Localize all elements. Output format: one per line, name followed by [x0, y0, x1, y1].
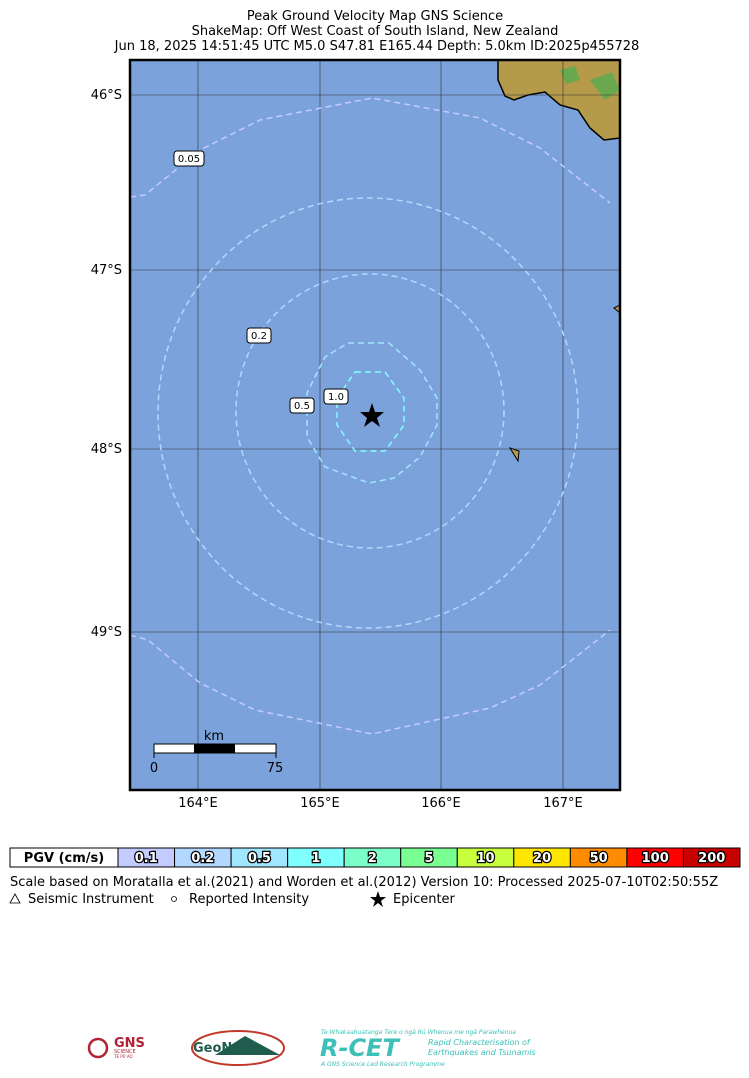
island	[613, 304, 620, 314]
colorbar-label: 100	[642, 851, 669, 866]
scale-end: 75	[267, 761, 284, 776]
scale-unit: km	[204, 729, 224, 744]
lat-labels: 46°S 47°S 48°S 49°S	[91, 88, 122, 640]
gns-logo: GNS SCIENCE TE PŪ AO	[87, 1036, 145, 1059]
land	[497, 60, 620, 141]
event-info: Jun 18, 2025 14:51:45 UTC M5.0 S47.81 E1…	[114, 39, 640, 54]
logo-text: SCIENCE	[114, 1049, 136, 1055]
lon-label: 164°E	[178, 796, 218, 811]
colorbar-label: 200	[698, 851, 725, 866]
lat-label: 47°S	[91, 263, 122, 278]
logo-text: GeoNet	[193, 1041, 247, 1056]
legend-item: Seismic Instrument	[28, 892, 154, 907]
contour	[306, 342, 438, 484]
contour	[235, 273, 505, 549]
contour-label: 0.5	[294, 401, 310, 412]
symbol-legend: Seismic Instrument Reported Intensity Ep…	[9, 891, 456, 907]
title: Peak Ground Velocity Map GNS Science	[247, 9, 503, 24]
lon-labels: 164°E 165°E 166°E 167°E	[178, 796, 583, 811]
colorbar-label: 10	[476, 851, 494, 866]
colorbar-cell	[682, 847, 741, 868]
lon-label: 166°E	[421, 796, 461, 811]
contour	[130, 97, 611, 204]
logo-text: A GNS Science Led Research Programme	[320, 1061, 445, 1068]
map-layer	[130, 60, 620, 790]
logo-text: Earthquakes and Tsunamis	[428, 1048, 536, 1057]
logo-text: GNS	[114, 1036, 145, 1051]
scale-bar: km 0 75	[150, 729, 283, 776]
contour-label: 1.0	[328, 392, 344, 403]
lon-label: 167°E	[543, 796, 583, 811]
lat-label: 48°S	[91, 442, 122, 457]
logo-text: R-CET	[320, 1034, 400, 1062]
geonet-logo: GeoNet	[191, 1030, 285, 1066]
colorbar-label: 20	[533, 851, 551, 866]
colorbar-label: 0.5	[248, 851, 271, 866]
footer-note: Scale based on Moratalla et al.(2021) an…	[10, 875, 718, 890]
logo-text: Te Whakaahuatanga Tere o ngā Rū Whenua m…	[321, 1029, 516, 1036]
lat-label: 46°S	[91, 88, 122, 103]
epicenter	[360, 403, 384, 427]
contour-labels: 0.05 0.2 0.5 1.0	[173, 150, 349, 414]
lat-label: 49°S	[91, 625, 122, 640]
colorbar-label: 50	[590, 851, 608, 866]
scale-start: 0	[150, 761, 158, 776]
land-relief	[560, 66, 620, 100]
graticule	[130, 60, 620, 790]
logo-text: TE PŪ AO	[113, 1054, 133, 1059]
contour	[336, 371, 405, 452]
region: ShakeMap: Off West Coast of South Island…	[192, 24, 559, 39]
colorbar-label: 1	[311, 851, 320, 866]
legend-item: Epicenter	[393, 892, 456, 907]
island	[508, 447, 520, 463]
lon-label: 165°E	[300, 796, 340, 811]
map-frame	[128, 58, 622, 792]
contour	[157, 197, 579, 629]
colorbar-label: 0.2	[191, 851, 214, 866]
colorbar-title: PGV (cm/s)	[24, 851, 104, 866]
colorbar-label: 5	[424, 851, 433, 866]
logo-text: Rapid Characterisation of	[428, 1038, 531, 1047]
colorbar-label: 0.1	[135, 851, 158, 866]
sea	[130, 60, 620, 790]
colorbar-label: 2	[368, 851, 377, 866]
contour	[130, 629, 611, 735]
contour-label: 0.2	[251, 331, 267, 342]
rcet-logo: Te Whakaahuatanga Tere o ngā Rū Whenua m…	[320, 1029, 536, 1068]
contour-label: 0.05	[178, 154, 200, 165]
legend-item: Reported Intensity	[189, 892, 309, 907]
colorbar: PGV (cm/s) 0.1 0.2 0.5 1 2 5 10 20 50 100 200	[9, 847, 741, 868]
